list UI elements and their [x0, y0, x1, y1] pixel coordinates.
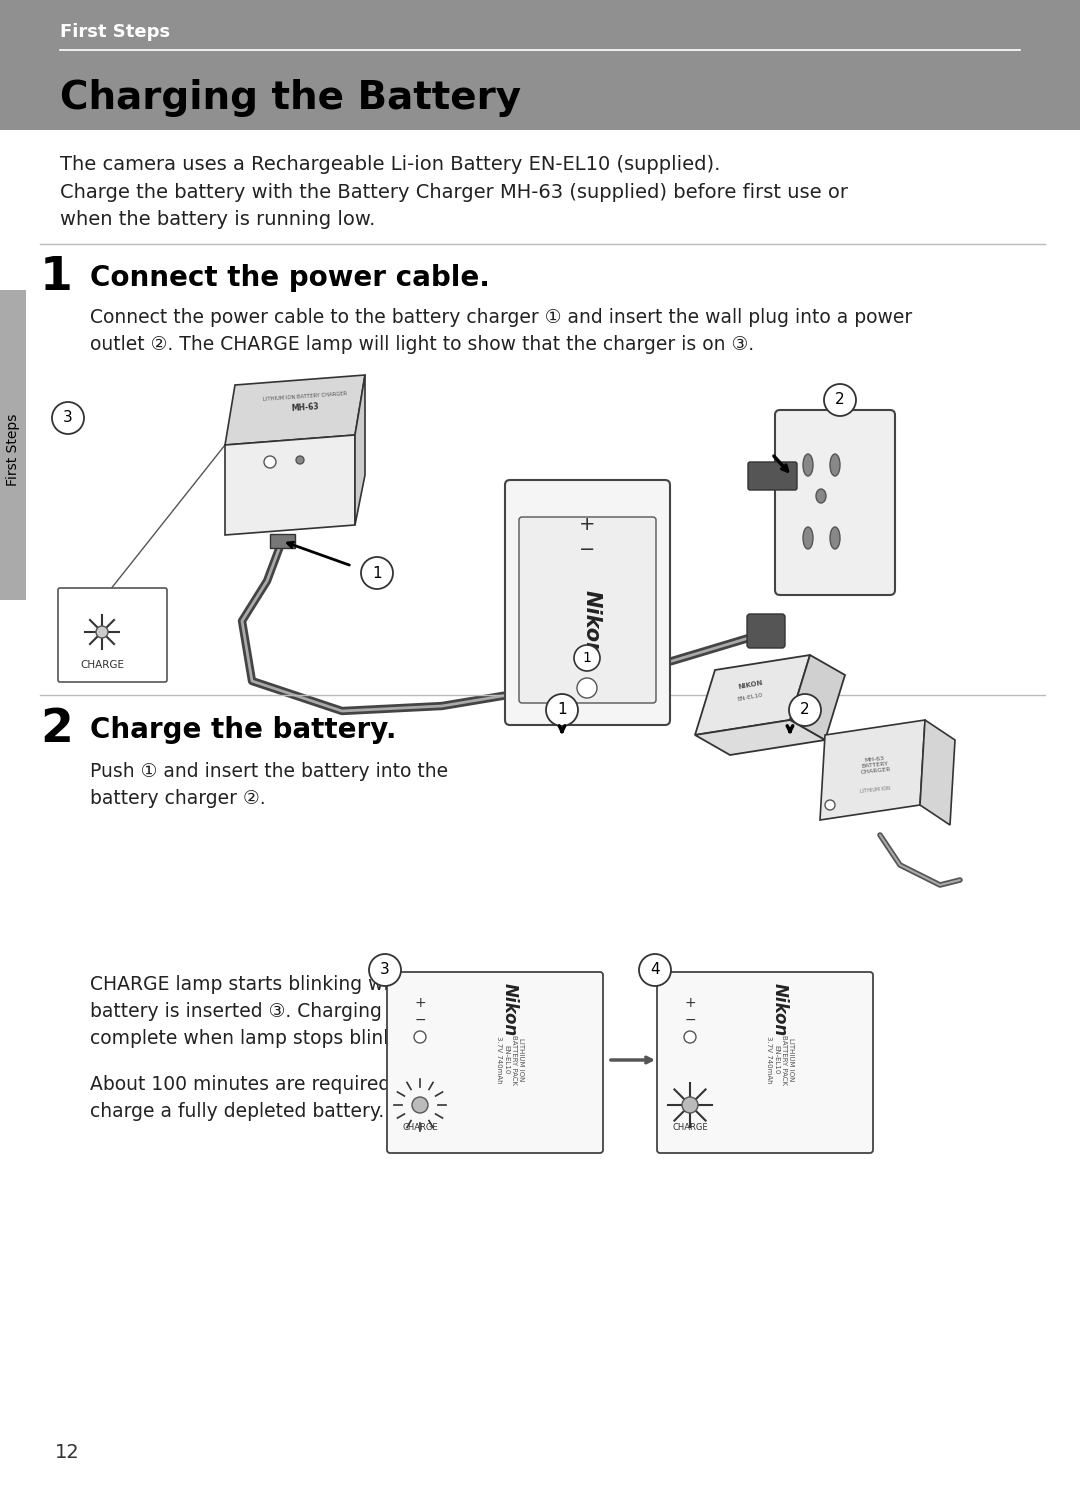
- Circle shape: [414, 1031, 426, 1043]
- Text: 1: 1: [373, 566, 382, 581]
- FancyBboxPatch shape: [519, 517, 656, 703]
- Ellipse shape: [804, 455, 813, 476]
- Circle shape: [639, 954, 671, 987]
- Bar: [0, 290, 26, 600]
- Bar: [0, 0, 1080, 129]
- Text: −: −: [685, 1013, 696, 1027]
- Text: LITHIUM ION: LITHIUM ION: [860, 786, 891, 794]
- Circle shape: [573, 645, 600, 672]
- Text: Charge the battery with the Battery Charger MH-63 (supplied) before first use or: Charge the battery with the Battery Char…: [60, 183, 848, 229]
- Polygon shape: [920, 721, 955, 825]
- Circle shape: [264, 456, 276, 468]
- Text: LITHIUM ION
BATTERY PACK
EN-EL10
3.7V 740mAh: LITHIUM ION BATTERY PACK EN-EL10 3.7V 74…: [496, 1036, 524, 1085]
- Text: 3: 3: [63, 410, 72, 425]
- Polygon shape: [355, 374, 365, 525]
- FancyBboxPatch shape: [657, 972, 873, 1153]
- Text: 1: 1: [557, 703, 567, 718]
- Text: Push ① and insert the battery into the
battery charger ②.: Push ① and insert the battery into the b…: [90, 762, 448, 808]
- Circle shape: [546, 694, 578, 727]
- Text: About 100 minutes are required to
charge a fully depleted battery.: About 100 minutes are required to charge…: [90, 1074, 415, 1122]
- Circle shape: [361, 557, 393, 588]
- Circle shape: [411, 1097, 428, 1113]
- Text: 1: 1: [40, 256, 72, 300]
- Text: MH-63
BATTERY
CHARGER: MH-63 BATTERY CHARGER: [859, 755, 891, 774]
- Text: Connect the power cable.: Connect the power cable.: [90, 265, 490, 293]
- Text: 12: 12: [55, 1443, 80, 1462]
- Ellipse shape: [816, 489, 826, 502]
- Text: 2: 2: [800, 703, 810, 718]
- Text: CHARGE lamp starts blinking when
battery is inserted ③. Charging is
complete whe: CHARGE lamp starts blinking when battery…: [90, 975, 451, 1049]
- Circle shape: [96, 626, 108, 637]
- Circle shape: [52, 403, 84, 434]
- FancyBboxPatch shape: [748, 462, 797, 490]
- Circle shape: [824, 383, 856, 416]
- FancyBboxPatch shape: [505, 480, 670, 725]
- Bar: [270, 533, 295, 548]
- Text: +: +: [685, 996, 696, 1010]
- Polygon shape: [696, 655, 810, 736]
- Text: Connect the power cable to the battery charger ① and insert the wall plug into a: Connect the power cable to the battery c…: [90, 308, 913, 354]
- Text: LITHIUM ION BATTERY CHARGER: LITHIUM ION BATTERY CHARGER: [262, 392, 347, 403]
- Polygon shape: [820, 721, 924, 820]
- Polygon shape: [225, 435, 355, 535]
- Text: +: +: [579, 516, 595, 535]
- Text: CHARGE: CHARGE: [672, 1122, 707, 1131]
- Text: 1: 1: [582, 651, 592, 666]
- Text: −: −: [579, 541, 595, 560]
- Circle shape: [681, 1097, 698, 1113]
- Polygon shape: [789, 655, 845, 740]
- Text: NIKON: NIKON: [737, 681, 762, 690]
- Circle shape: [296, 456, 303, 464]
- Text: 4: 4: [650, 963, 660, 978]
- Text: LITHIUM ION
BATTERY PACK
EN-EL10
3.7V 740mAh: LITHIUM ION BATTERY PACK EN-EL10 3.7V 74…: [766, 1036, 794, 1085]
- Text: CHARGE: CHARGE: [80, 660, 124, 670]
- Ellipse shape: [831, 455, 840, 476]
- Text: Nikon: Nikon: [501, 984, 519, 1037]
- FancyBboxPatch shape: [747, 614, 785, 648]
- FancyBboxPatch shape: [775, 410, 895, 594]
- FancyBboxPatch shape: [58, 588, 167, 682]
- Ellipse shape: [831, 528, 840, 548]
- Text: −: −: [415, 1013, 426, 1027]
- Circle shape: [577, 678, 597, 698]
- Text: +: +: [415, 996, 426, 1010]
- Text: The camera uses a Rechargeable Li-ion Battery EN-EL10 (supplied).: The camera uses a Rechargeable Li-ion Ba…: [60, 155, 720, 174]
- Text: 3: 3: [380, 963, 390, 978]
- Polygon shape: [225, 374, 365, 444]
- Text: Charge the battery.: Charge the battery.: [90, 716, 396, 744]
- Text: Nikon: Nikon: [582, 590, 602, 657]
- Ellipse shape: [804, 528, 813, 548]
- Text: First Steps: First Steps: [60, 22, 171, 42]
- Circle shape: [825, 799, 835, 810]
- Text: 2: 2: [40, 707, 72, 752]
- Circle shape: [684, 1031, 696, 1043]
- Text: 2: 2: [835, 392, 845, 407]
- Text: CHARGE: CHARGE: [402, 1122, 437, 1131]
- Text: EN-EL10: EN-EL10: [737, 692, 764, 701]
- Text: MH-63: MH-63: [291, 403, 320, 413]
- FancyBboxPatch shape: [387, 972, 603, 1153]
- Text: First Steps: First Steps: [6, 413, 21, 486]
- Circle shape: [369, 954, 401, 987]
- Text: Nikon: Nikon: [771, 984, 789, 1037]
- Circle shape: [789, 694, 821, 727]
- Text: Charging the Battery: Charging the Battery: [60, 79, 522, 117]
- Polygon shape: [696, 721, 825, 755]
